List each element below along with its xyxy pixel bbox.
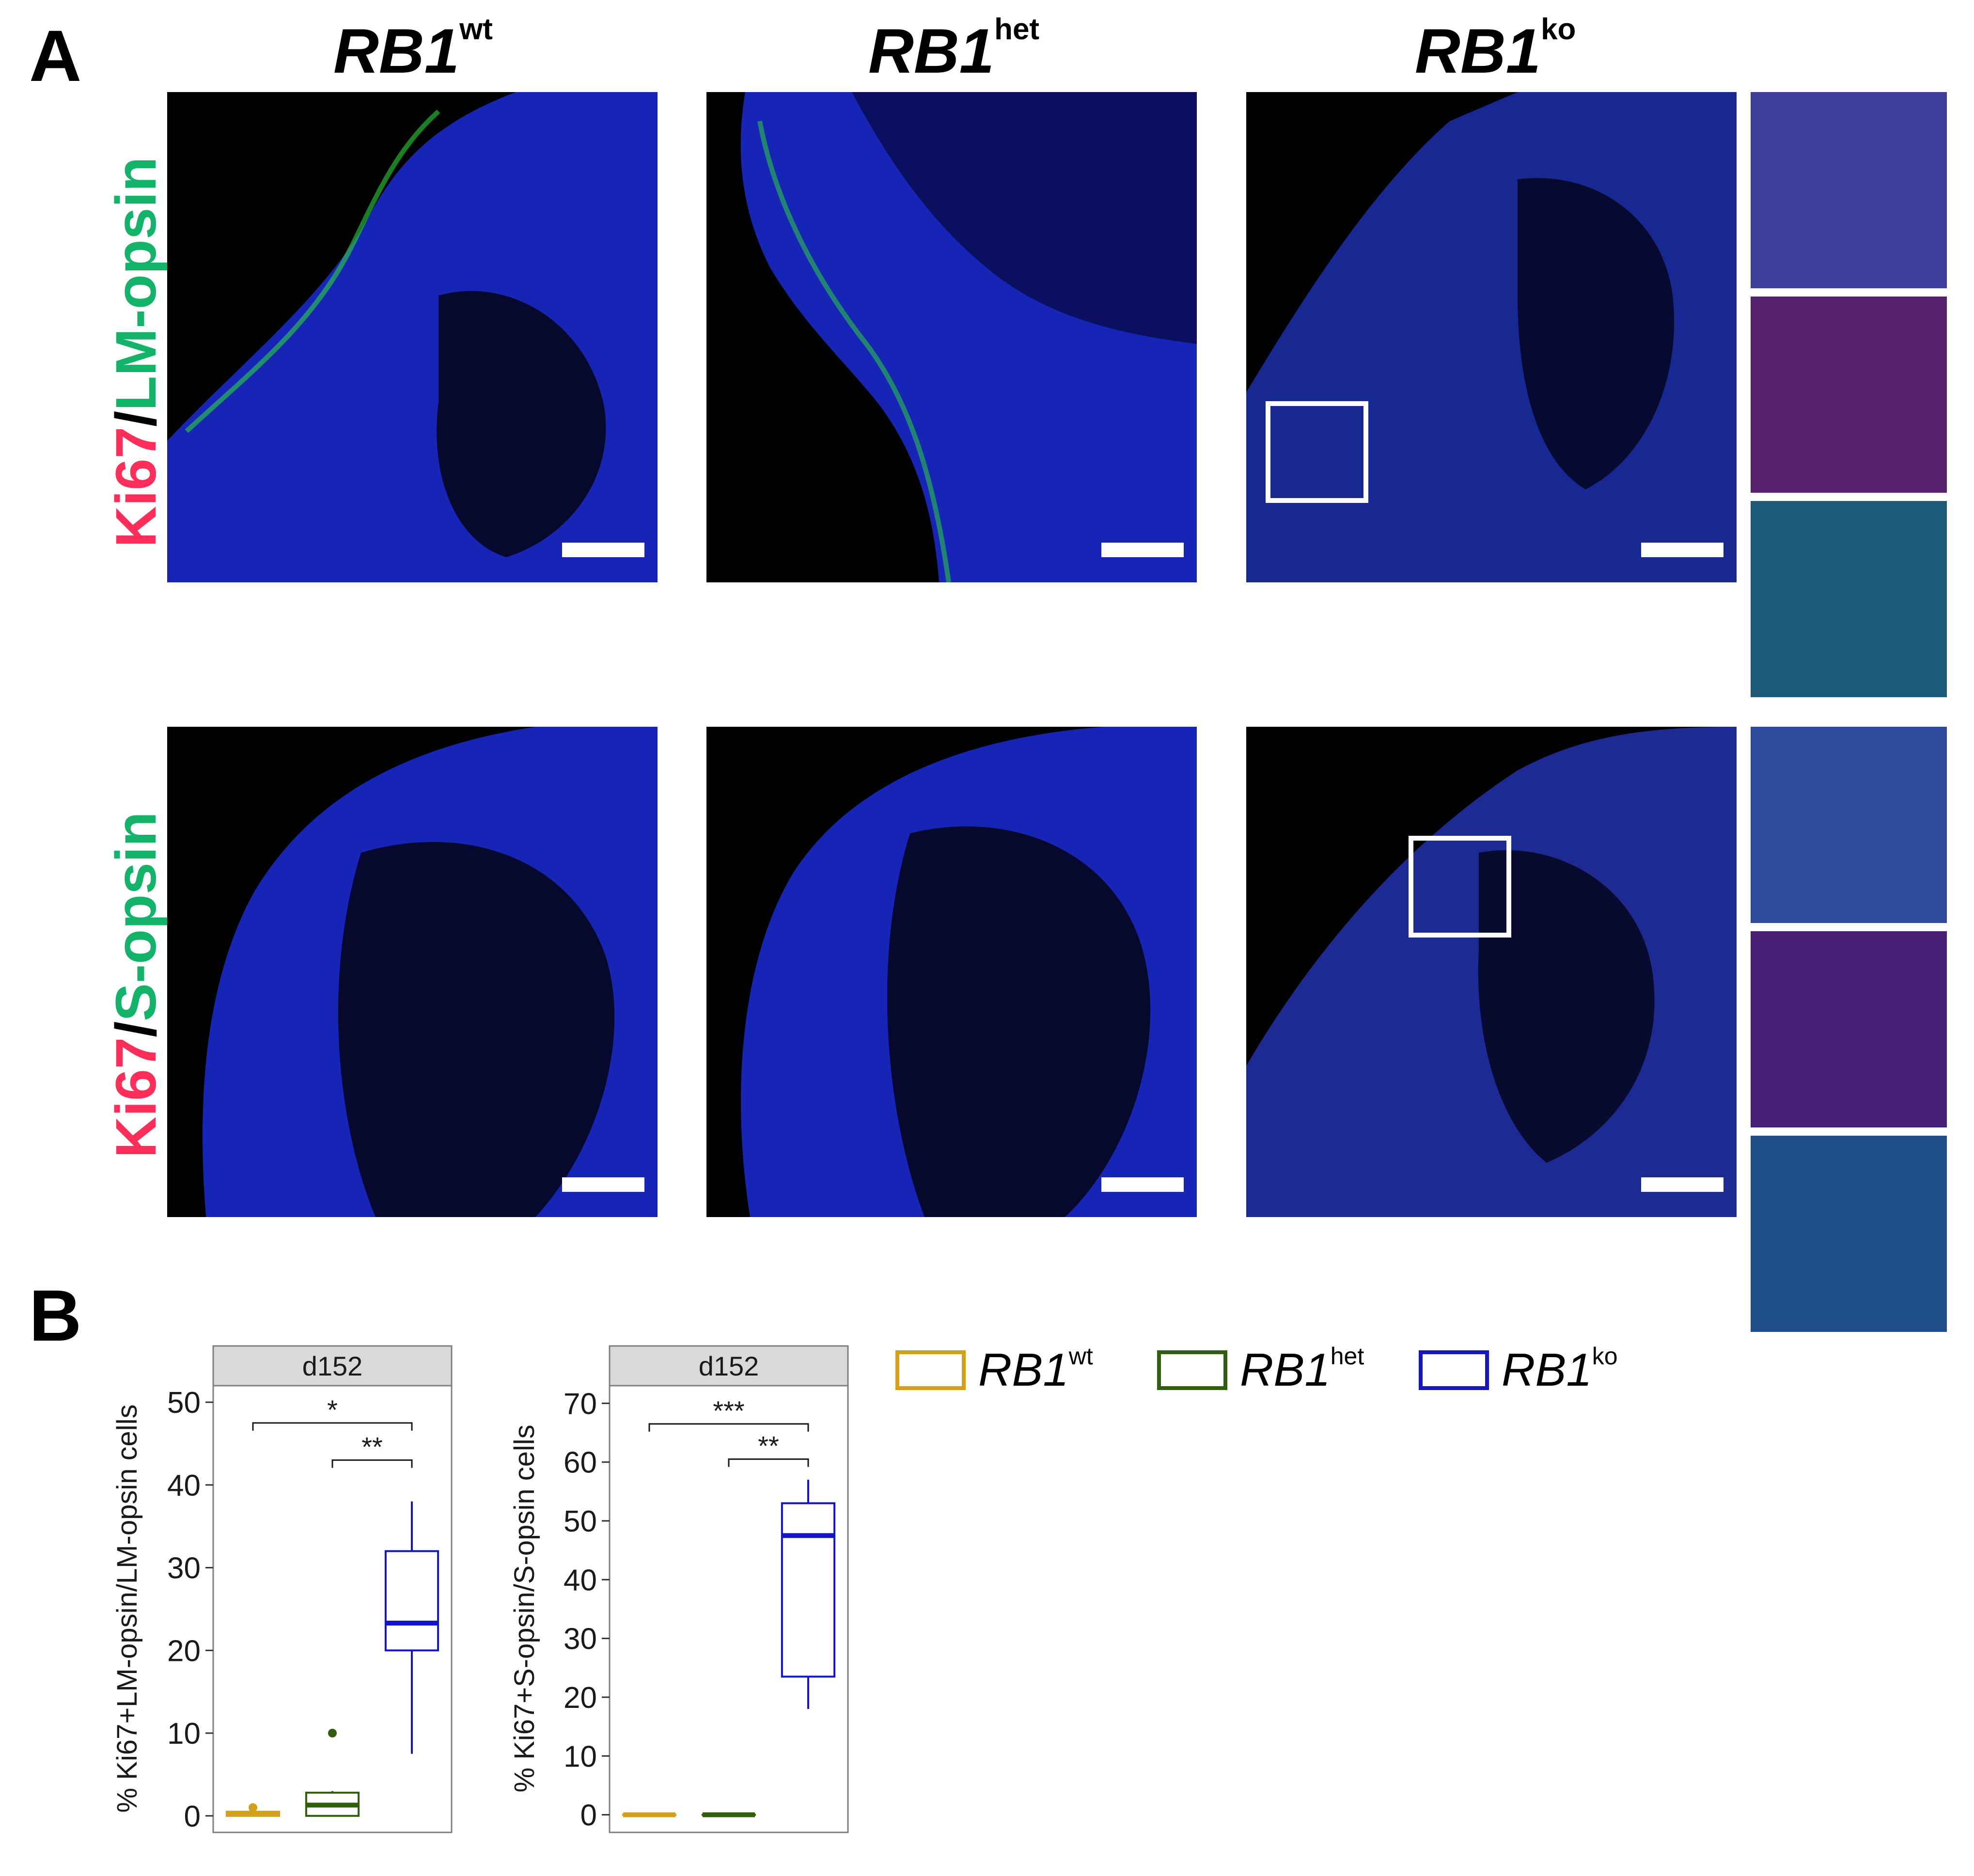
y-tick-label: 20 (167, 1634, 201, 1668)
legend-wt-sup: wt (1068, 1343, 1093, 1370)
legend-item-ko: RB1ko (1419, 1344, 1618, 1396)
y-tick-label: 30 (167, 1552, 201, 1585)
facet-strip (212, 1345, 453, 1387)
micrograph-lm-opsin-het (706, 92, 1197, 582)
facet-strip (609, 1345, 849, 1387)
legend-label-wt: RB1wt (978, 1344, 1093, 1396)
column-title-wt-name: RB1 (333, 16, 460, 86)
significance-bracket (331, 1459, 413, 1468)
significance-label: ** (758, 1431, 779, 1461)
inset-box (1409, 836, 1511, 938)
micrograph-s-opsin-het (706, 727, 1197, 1217)
legend-label-ko: RB1ko (1502, 1344, 1618, 1396)
y-tick-label: 10 (167, 1717, 201, 1751)
legend-ko-name: RB1 (1502, 1344, 1592, 1396)
column-title-wt: RB1wt (333, 15, 493, 83)
scale-bar (1641, 543, 1723, 557)
column-title-wt-sup: wt (459, 13, 493, 46)
box (781, 1502, 836, 1678)
column-title-het-name: RB1 (868, 16, 995, 86)
chart-s-opsin: d152 0 10 20 30 40 50 60 70 % Ki67+S-opsin/S-opsi… (509, 1345, 849, 1833)
y-tick-label: 50 (167, 1386, 201, 1420)
inset-box (1266, 401, 1368, 503)
inset-lm-opsin (1751, 501, 1947, 697)
scale-bar (562, 543, 644, 557)
micrograph-lm-opsin-wt (167, 92, 658, 582)
inset-s-merge (1751, 727, 1947, 923)
y-tick-label: 0 (580, 1799, 597, 1832)
outlier-point (328, 1729, 337, 1738)
scale-bar (1101, 543, 1184, 557)
inset-lm-ki67 (1751, 297, 1947, 493)
legend-label-het: RB1het (1240, 1344, 1364, 1396)
inset-s-ki67 (1751, 931, 1947, 1127)
y-tick-label: 0 (184, 1800, 201, 1833)
legend-item-wt: RB1wt (895, 1344, 1093, 1396)
chart-lm-opsin: d152 0 10 20 30 40 50 % Ki67+LM-opsin/LM-opsin … (111, 1345, 453, 1833)
column-title-ko: RB1ko (1415, 15, 1576, 83)
legend-item-het: RB1het (1157, 1344, 1364, 1396)
facet-label: d152 (302, 1351, 363, 1381)
panel-letter-b: B (29, 1275, 82, 1356)
inset-s-opsin (1751, 1136, 1947, 1332)
y-tick-label: 60 (564, 1446, 597, 1480)
micrograph-lm-opsin-ko (1246, 92, 1737, 582)
y-tick-label: 70 (564, 1387, 597, 1421)
scale-bar (1101, 1177, 1184, 1192)
y-tick-label: 50 (564, 1505, 597, 1538)
panel-letter-a: A (29, 15, 82, 96)
legend-het-name: RB1 (1240, 1344, 1331, 1396)
outlier-point (249, 1803, 257, 1812)
legend-wt-name: RB1 (978, 1344, 1069, 1396)
y-axis-label: % Ki67+LM-opsin/LM-opsin cells (111, 1405, 143, 1813)
scale-bar (562, 1177, 644, 1192)
micrograph-s-opsin-wt (167, 727, 658, 1217)
legend-het-sup: het (1330, 1343, 1364, 1370)
y-tick-label: 10 (564, 1740, 597, 1773)
y-tick-label: 30 (564, 1623, 597, 1656)
y-axis-label: % Ki67+S-opsin/S-opsin cells (509, 1424, 540, 1792)
significance-label: * (327, 1394, 338, 1425)
significance-bracket (648, 1423, 809, 1432)
plot-panel (609, 1385, 849, 1833)
significance-bracket (252, 1422, 413, 1431)
inset-lm-merge (1751, 92, 1947, 288)
significance-bracket (728, 1458, 809, 1467)
plot-panel (212, 1385, 453, 1833)
y-tick-label: 40 (167, 1469, 201, 1502)
legend-key-het (1157, 1350, 1227, 1390)
legend-ko-sup: ko (1592, 1343, 1618, 1370)
micrograph-s-opsin-ko (1246, 727, 1737, 1217)
column-title-het: RB1het (868, 15, 1039, 83)
box (384, 1550, 439, 1652)
y-tick-label: 20 (564, 1681, 597, 1715)
significance-label: ** (361, 1432, 383, 1462)
column-title-ko-name: RB1 (1415, 16, 1541, 86)
y-tick-label: 40 (564, 1563, 597, 1597)
legend-key-ko (1419, 1350, 1489, 1390)
facet-label: d152 (699, 1351, 759, 1381)
significance-label: *** (713, 1395, 744, 1426)
column-title-het-sup: het (994, 13, 1040, 46)
legend-key-wt (895, 1350, 966, 1390)
scale-bar (1641, 1177, 1723, 1192)
column-title-ko-sup: ko (1541, 13, 1576, 46)
